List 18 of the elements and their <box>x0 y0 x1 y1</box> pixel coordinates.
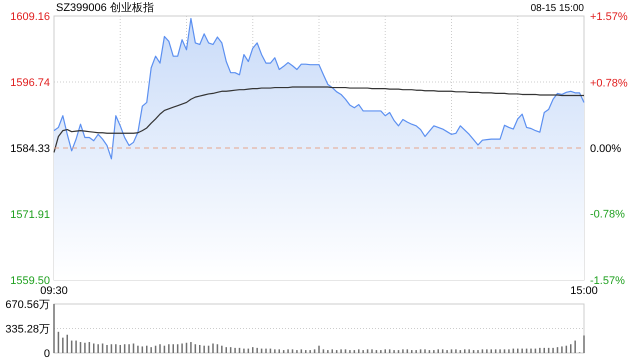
y-tick-label: 0 <box>44 348 50 360</box>
chart-title: SZ399006 创业板指 <box>56 1 154 14</box>
line-series <box>53 86 585 154</box>
y2-tick-label: +0.78% <box>590 77 628 90</box>
y-tick-label: 1584.33 <box>10 143 50 155</box>
y-tick-label: 670.56万 <box>5 299 50 311</box>
y2-tick-label: +1.57% <box>590 11 628 23</box>
y2-tick-label: 0.00% <box>590 143 622 155</box>
text: 08-15 15:00 <box>530 3 584 14</box>
y2-tick-label: -0.78% <box>590 208 626 221</box>
y-tick-label: 1596.74 <box>10 77 50 90</box>
y-tick-label: 1571.91 <box>10 209 50 222</box>
y-tick-label: 1609.16 <box>10 11 50 23</box>
x-tick-label: 15:00 <box>570 285 598 297</box>
y-tick-label: 335.28万 <box>5 324 50 336</box>
y2-tick-label: -1.57% <box>590 275 626 287</box>
x-tick-label: 09:30 <box>40 285 68 297</box>
y-tick-label: 1559.50 <box>10 275 50 287</box>
